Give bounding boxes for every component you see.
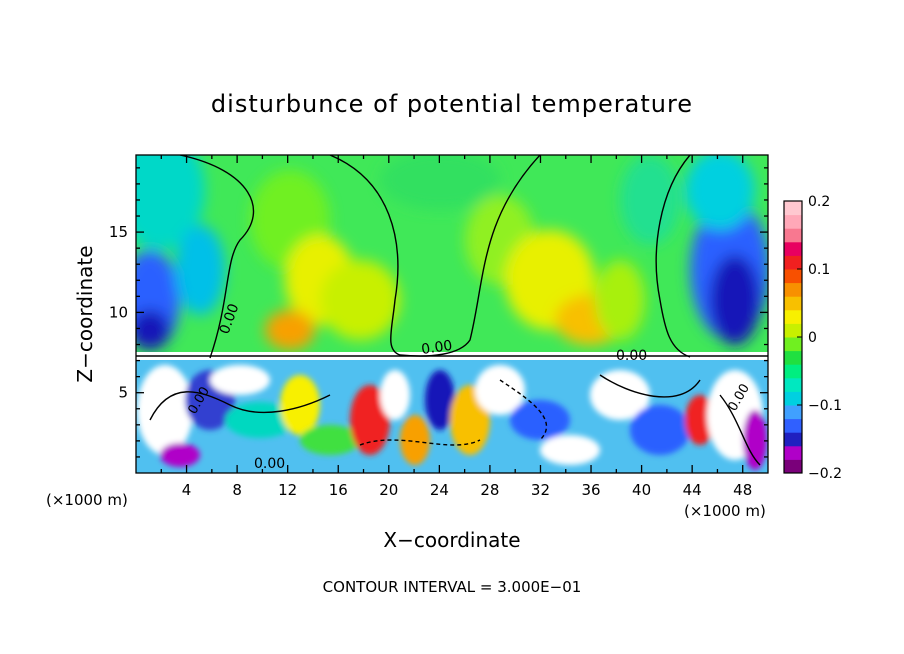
x-tick-label: 32 bbox=[531, 481, 550, 499]
x-tick-label: 44 bbox=[683, 481, 702, 499]
colorbar-swatch bbox=[784, 459, 802, 474]
colorbar-swatch bbox=[784, 214, 802, 229]
plot-area: 0.00 0.00 0.00 0.00 0.00 0.00 bbox=[136, 155, 768, 473]
x-tick-labels: 4 8 12 16 20 24 28 32 36 40 44 48 bbox=[182, 481, 752, 499]
colorbar-swatch bbox=[784, 255, 802, 270]
x-tick-label: 40 bbox=[632, 481, 651, 499]
x-tick-label: 20 bbox=[379, 481, 398, 499]
chart-title: disturbunce of potential temperature bbox=[211, 90, 693, 118]
colorbar-swatch bbox=[784, 391, 802, 406]
contour-labels: 0.00 0.00 0.00 0.00 0.00 0.00 bbox=[185, 302, 752, 472]
colorbar-swatch bbox=[784, 228, 802, 243]
x-tick-label: 36 bbox=[581, 481, 600, 499]
y-tick-label: 15 bbox=[109, 223, 128, 241]
contour-lines bbox=[136, 155, 768, 466]
colorbar-swatch bbox=[784, 432, 802, 447]
x-tick-label: 48 bbox=[733, 481, 752, 499]
x-unit-left: (×1000 m) bbox=[46, 491, 128, 509]
contour-label: 0.00 bbox=[254, 456, 285, 472]
x-axis-label: X−coordinate bbox=[383, 528, 520, 552]
colorbar-labels: 0.2 0.1 0 −0.1 −0.2 bbox=[808, 194, 842, 482]
colorbar bbox=[783, 200, 803, 474]
axes bbox=[135, 154, 769, 474]
y-tick-label: 10 bbox=[109, 303, 128, 321]
colorbar-swatch bbox=[784, 405, 802, 420]
colorbar-tick-label: 0.1 bbox=[808, 262, 830, 278]
colorbar-swatch bbox=[784, 269, 802, 284]
x-tick-label: 12 bbox=[278, 481, 297, 499]
colorbar-swatch bbox=[784, 309, 802, 324]
heatmap-upper-field bbox=[136, 155, 768, 350]
colorbar-swatch bbox=[784, 241, 802, 256]
x-tick-label: 16 bbox=[329, 481, 348, 499]
y-axis-label: Z−coordinate bbox=[73, 245, 97, 382]
colorbar-swatch bbox=[784, 350, 802, 365]
colorbar-tick-label: −0.1 bbox=[808, 398, 842, 414]
x-tick-label: 28 bbox=[480, 481, 499, 499]
colorbar-swatch bbox=[784, 418, 802, 433]
colorbar-swatch bbox=[784, 296, 802, 311]
colorbar-swatch bbox=[784, 377, 802, 392]
contour-label: 0.00 bbox=[616, 348, 647, 364]
colorbar-swatch bbox=[784, 201, 802, 216]
contour-interval-text: CONTOUR INTERVAL = 3.000E−01 bbox=[323, 578, 582, 596]
colorbar-tick-label: 0 bbox=[808, 330, 817, 346]
colorbar-swatch bbox=[784, 445, 802, 460]
x-tick-label: 8 bbox=[232, 481, 242, 499]
colorbar-swatch bbox=[784, 364, 802, 379]
plot-frame bbox=[135, 154, 769, 474]
colorbar-swatch bbox=[784, 282, 802, 297]
x-unit-right: (×1000 m) bbox=[684, 502, 766, 520]
contour-label: 0.00 bbox=[420, 338, 453, 358]
y-tick-label: 5 bbox=[118, 384, 128, 402]
colorbar-tick-label: 0.2 bbox=[808, 194, 830, 210]
colorbar-swatch bbox=[784, 337, 802, 352]
y-tick-labels: 5 10 15 bbox=[109, 223, 128, 402]
x-tick-label: 4 bbox=[182, 481, 192, 499]
colorbar-tick-label: −0.2 bbox=[808, 466, 842, 482]
colorbar-swatch bbox=[784, 323, 802, 338]
x-tick-label: 24 bbox=[430, 481, 449, 499]
heatmap-lower-field bbox=[136, 352, 768, 473]
